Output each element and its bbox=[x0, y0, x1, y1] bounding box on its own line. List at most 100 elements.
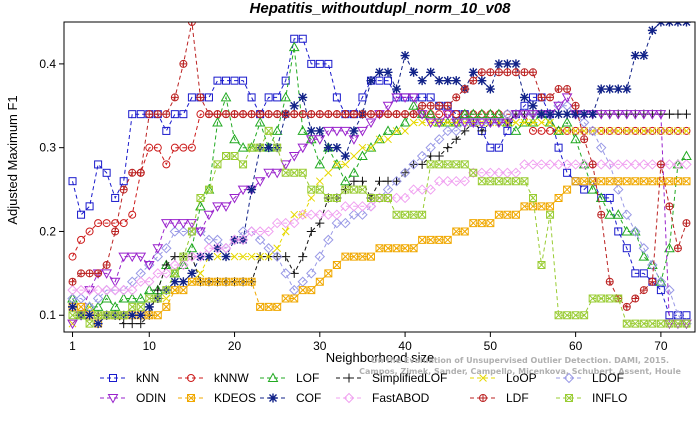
legend-item-ldf: LDF bbox=[470, 391, 529, 405]
point-loop-66 bbox=[631, 127, 640, 135]
point-inflo-33 bbox=[349, 185, 358, 194]
point-ldf-19 bbox=[230, 110, 239, 119]
point-lof-25 bbox=[280, 91, 292, 102]
point-ldf-65 bbox=[622, 302, 631, 311]
point-kdeos-67 bbox=[639, 177, 648, 186]
point-ldof-67 bbox=[638, 243, 650, 254]
point-fastabod-9 bbox=[144, 276, 155, 287]
point-loop-55 bbox=[537, 118, 546, 127]
point-ldof-38 bbox=[391, 175, 402, 187]
point-cof-58 bbox=[562, 109, 572, 119]
point-knn-17 bbox=[213, 76, 222, 85]
point-ldf-34 bbox=[358, 110, 367, 119]
point-inflo-38 bbox=[392, 210, 401, 219]
point-ldf-46 bbox=[460, 85, 469, 94]
point-inflo-57 bbox=[554, 311, 563, 320]
point-odin-28 bbox=[305, 135, 317, 145]
point-cof-40 bbox=[409, 67, 419, 77]
point-odin-69 bbox=[655, 110, 667, 120]
point-ldof-33 bbox=[348, 209, 360, 220]
x-tick-label-6: 60 bbox=[569, 339, 583, 353]
point-knnw-13 bbox=[179, 143, 188, 152]
point-inflo-11 bbox=[162, 286, 171, 295]
point-kdeos-65 bbox=[622, 177, 631, 186]
point-lof-5 bbox=[109, 301, 121, 311]
point-ldof-60 bbox=[578, 117, 590, 128]
point-ldf-54 bbox=[528, 68, 537, 77]
point-odin-33 bbox=[348, 135, 360, 145]
point-knnw-7 bbox=[128, 210, 137, 219]
point-kdeos-71 bbox=[673, 177, 682, 186]
point-fastabod-18 bbox=[220, 243, 232, 254]
point-odin-19 bbox=[229, 193, 240, 204]
point-loop-56 bbox=[546, 118, 554, 127]
point-lof-61 bbox=[587, 184, 599, 194]
point-fastabod-72 bbox=[681, 159, 692, 170]
point-kdeos-38 bbox=[392, 244, 401, 253]
point-lof-32 bbox=[340, 175, 351, 186]
point-kdeos-13 bbox=[179, 286, 188, 295]
point-fastabod-22 bbox=[254, 226, 266, 237]
point-knnw-67 bbox=[639, 126, 648, 135]
point-ldf-59 bbox=[571, 101, 580, 110]
point-cof-59 bbox=[571, 109, 581, 119]
point-loop-38 bbox=[392, 127, 401, 135]
point-knnw-55 bbox=[537, 126, 546, 135]
point-cof-35 bbox=[366, 76, 376, 86]
point-inflo-46 bbox=[460, 160, 469, 169]
point-fastabod-57 bbox=[553, 159, 564, 170]
point-lof-34 bbox=[357, 150, 368, 161]
legend-label-ldf: LDF bbox=[506, 391, 529, 405]
point-lof-42 bbox=[425, 108, 437, 119]
point-cof-48 bbox=[477, 76, 487, 86]
point-loop-25 bbox=[281, 227, 290, 236]
point-ldf-22 bbox=[256, 110, 265, 119]
point-inflo-9 bbox=[145, 294, 154, 303]
point-lof-40 bbox=[408, 100, 419, 110]
point-knnw-5 bbox=[111, 219, 120, 228]
point-knnw-11 bbox=[162, 160, 171, 169]
point-lof-24 bbox=[271, 125, 283, 135]
point-kdeos-51 bbox=[503, 210, 512, 219]
point-knn-71 bbox=[673, 311, 682, 320]
series-ldf bbox=[68, 22, 691, 311]
x-tick-label-5: 50 bbox=[484, 339, 498, 353]
point-ldof-61 bbox=[587, 125, 598, 137]
point-inflo-25 bbox=[281, 168, 290, 177]
point-lof-70 bbox=[664, 242, 675, 253]
x-tick-label-3: 30 bbox=[313, 339, 327, 353]
point-fastabod-58 bbox=[561, 159, 573, 170]
point-knnw-12 bbox=[170, 143, 179, 152]
point-loop-23 bbox=[264, 252, 273, 261]
point-knn-49 bbox=[486, 143, 495, 152]
point-inflo-14 bbox=[187, 227, 196, 236]
point-ldof-22 bbox=[254, 234, 266, 246]
point-cof-7 bbox=[127, 310, 137, 320]
point-kdeos-60 bbox=[580, 177, 589, 186]
point-ldf-1 bbox=[77, 269, 86, 278]
point-ldf-52 bbox=[511, 68, 520, 77]
point-knn-64 bbox=[614, 227, 623, 236]
point-fastabod-41 bbox=[416, 184, 428, 195]
point-fastabod-25 bbox=[280, 217, 291, 229]
point-loop-20 bbox=[239, 252, 247, 261]
point-cof-67 bbox=[639, 51, 649, 61]
legend-marker-loop bbox=[479, 374, 487, 382]
point-ldf-39 bbox=[401, 110, 410, 119]
point-ldf-60 bbox=[580, 135, 589, 144]
point-simplifiedlof-36 bbox=[375, 176, 384, 186]
point-cof-68 bbox=[647, 25, 657, 35]
point-lof-2 bbox=[84, 301, 95, 311]
point-ldf-25 bbox=[281, 110, 290, 119]
point-kdeos-52 bbox=[511, 210, 520, 219]
point-fastabod-17 bbox=[212, 243, 223, 254]
point-loop-31 bbox=[333, 160, 341, 169]
point-odin-35 bbox=[365, 118, 377, 129]
point-odin-63 bbox=[604, 110, 616, 120]
point-inflo-21 bbox=[247, 143, 256, 152]
point-inflo-12 bbox=[170, 269, 179, 278]
point-odin-57 bbox=[553, 101, 564, 112]
point-cof-54 bbox=[528, 101, 538, 111]
point-ldf-35 bbox=[366, 110, 375, 119]
point-inflo-19 bbox=[230, 152, 239, 161]
